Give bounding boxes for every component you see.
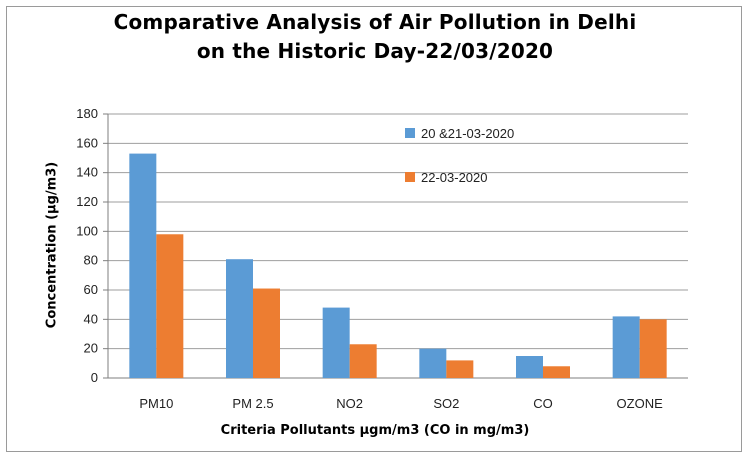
x-tick-label: PM 2.5 bbox=[232, 396, 273, 411]
bar-series1-pm10 bbox=[129, 153, 157, 378]
y-tick-label: 20 bbox=[84, 341, 98, 356]
y-tick-label: 120 bbox=[76, 194, 98, 209]
bar-series2-so2 bbox=[446, 360, 474, 378]
x-tick-label: NO2 bbox=[336, 396, 363, 411]
y-tick-label: 80 bbox=[84, 253, 98, 268]
chart-title-line-2: on the Historic Day-22/03/2020 bbox=[196, 39, 554, 63]
legend-swatch bbox=[405, 128, 415, 138]
legend-swatch bbox=[405, 172, 415, 182]
bar-series2-pm25 bbox=[253, 288, 280, 378]
x-axis-label: Criteria Pollutants μgm/m3 (CO in mg/m3) bbox=[220, 423, 530, 438]
bar-series1-ozone bbox=[612, 316, 640, 378]
legend-label: 22-03-2020 bbox=[421, 170, 488, 185]
bar-series2-ozone bbox=[639, 319, 667, 378]
bar-series2-pm10 bbox=[156, 234, 184, 378]
legend-label: 20 &21-03-2020 bbox=[421, 126, 514, 141]
y-tick-label: 0 bbox=[91, 370, 98, 385]
x-tick-label: OZONE bbox=[617, 396, 664, 411]
bar-series1-no2 bbox=[322, 307, 350, 378]
x-tick-label: CO bbox=[533, 396, 553, 411]
bar-series1-so2 bbox=[419, 348, 447, 378]
y-tick-label: 60 bbox=[84, 282, 98, 297]
x-tick-label: SO2 bbox=[433, 396, 459, 411]
y-tick-label: 180 bbox=[76, 106, 98, 121]
bar-series1-pm25 bbox=[226, 259, 253, 378]
y-tick-label: 40 bbox=[84, 311, 98, 326]
bar-series2-no2 bbox=[349, 344, 377, 378]
bar-series1-co bbox=[516, 356, 543, 378]
y-tick-label: 160 bbox=[76, 135, 98, 150]
chart-title-line-1: Comparative Analysis of Air Pollution in… bbox=[113, 10, 637, 34]
x-tick-label: PM10 bbox=[139, 396, 173, 411]
y-tick-label: 140 bbox=[76, 165, 98, 180]
bar-series2-co bbox=[543, 366, 570, 378]
chart-title: Comparative Analysis of Air Pollution in… bbox=[0, 8, 750, 66]
y-tick-label: 100 bbox=[76, 223, 98, 238]
